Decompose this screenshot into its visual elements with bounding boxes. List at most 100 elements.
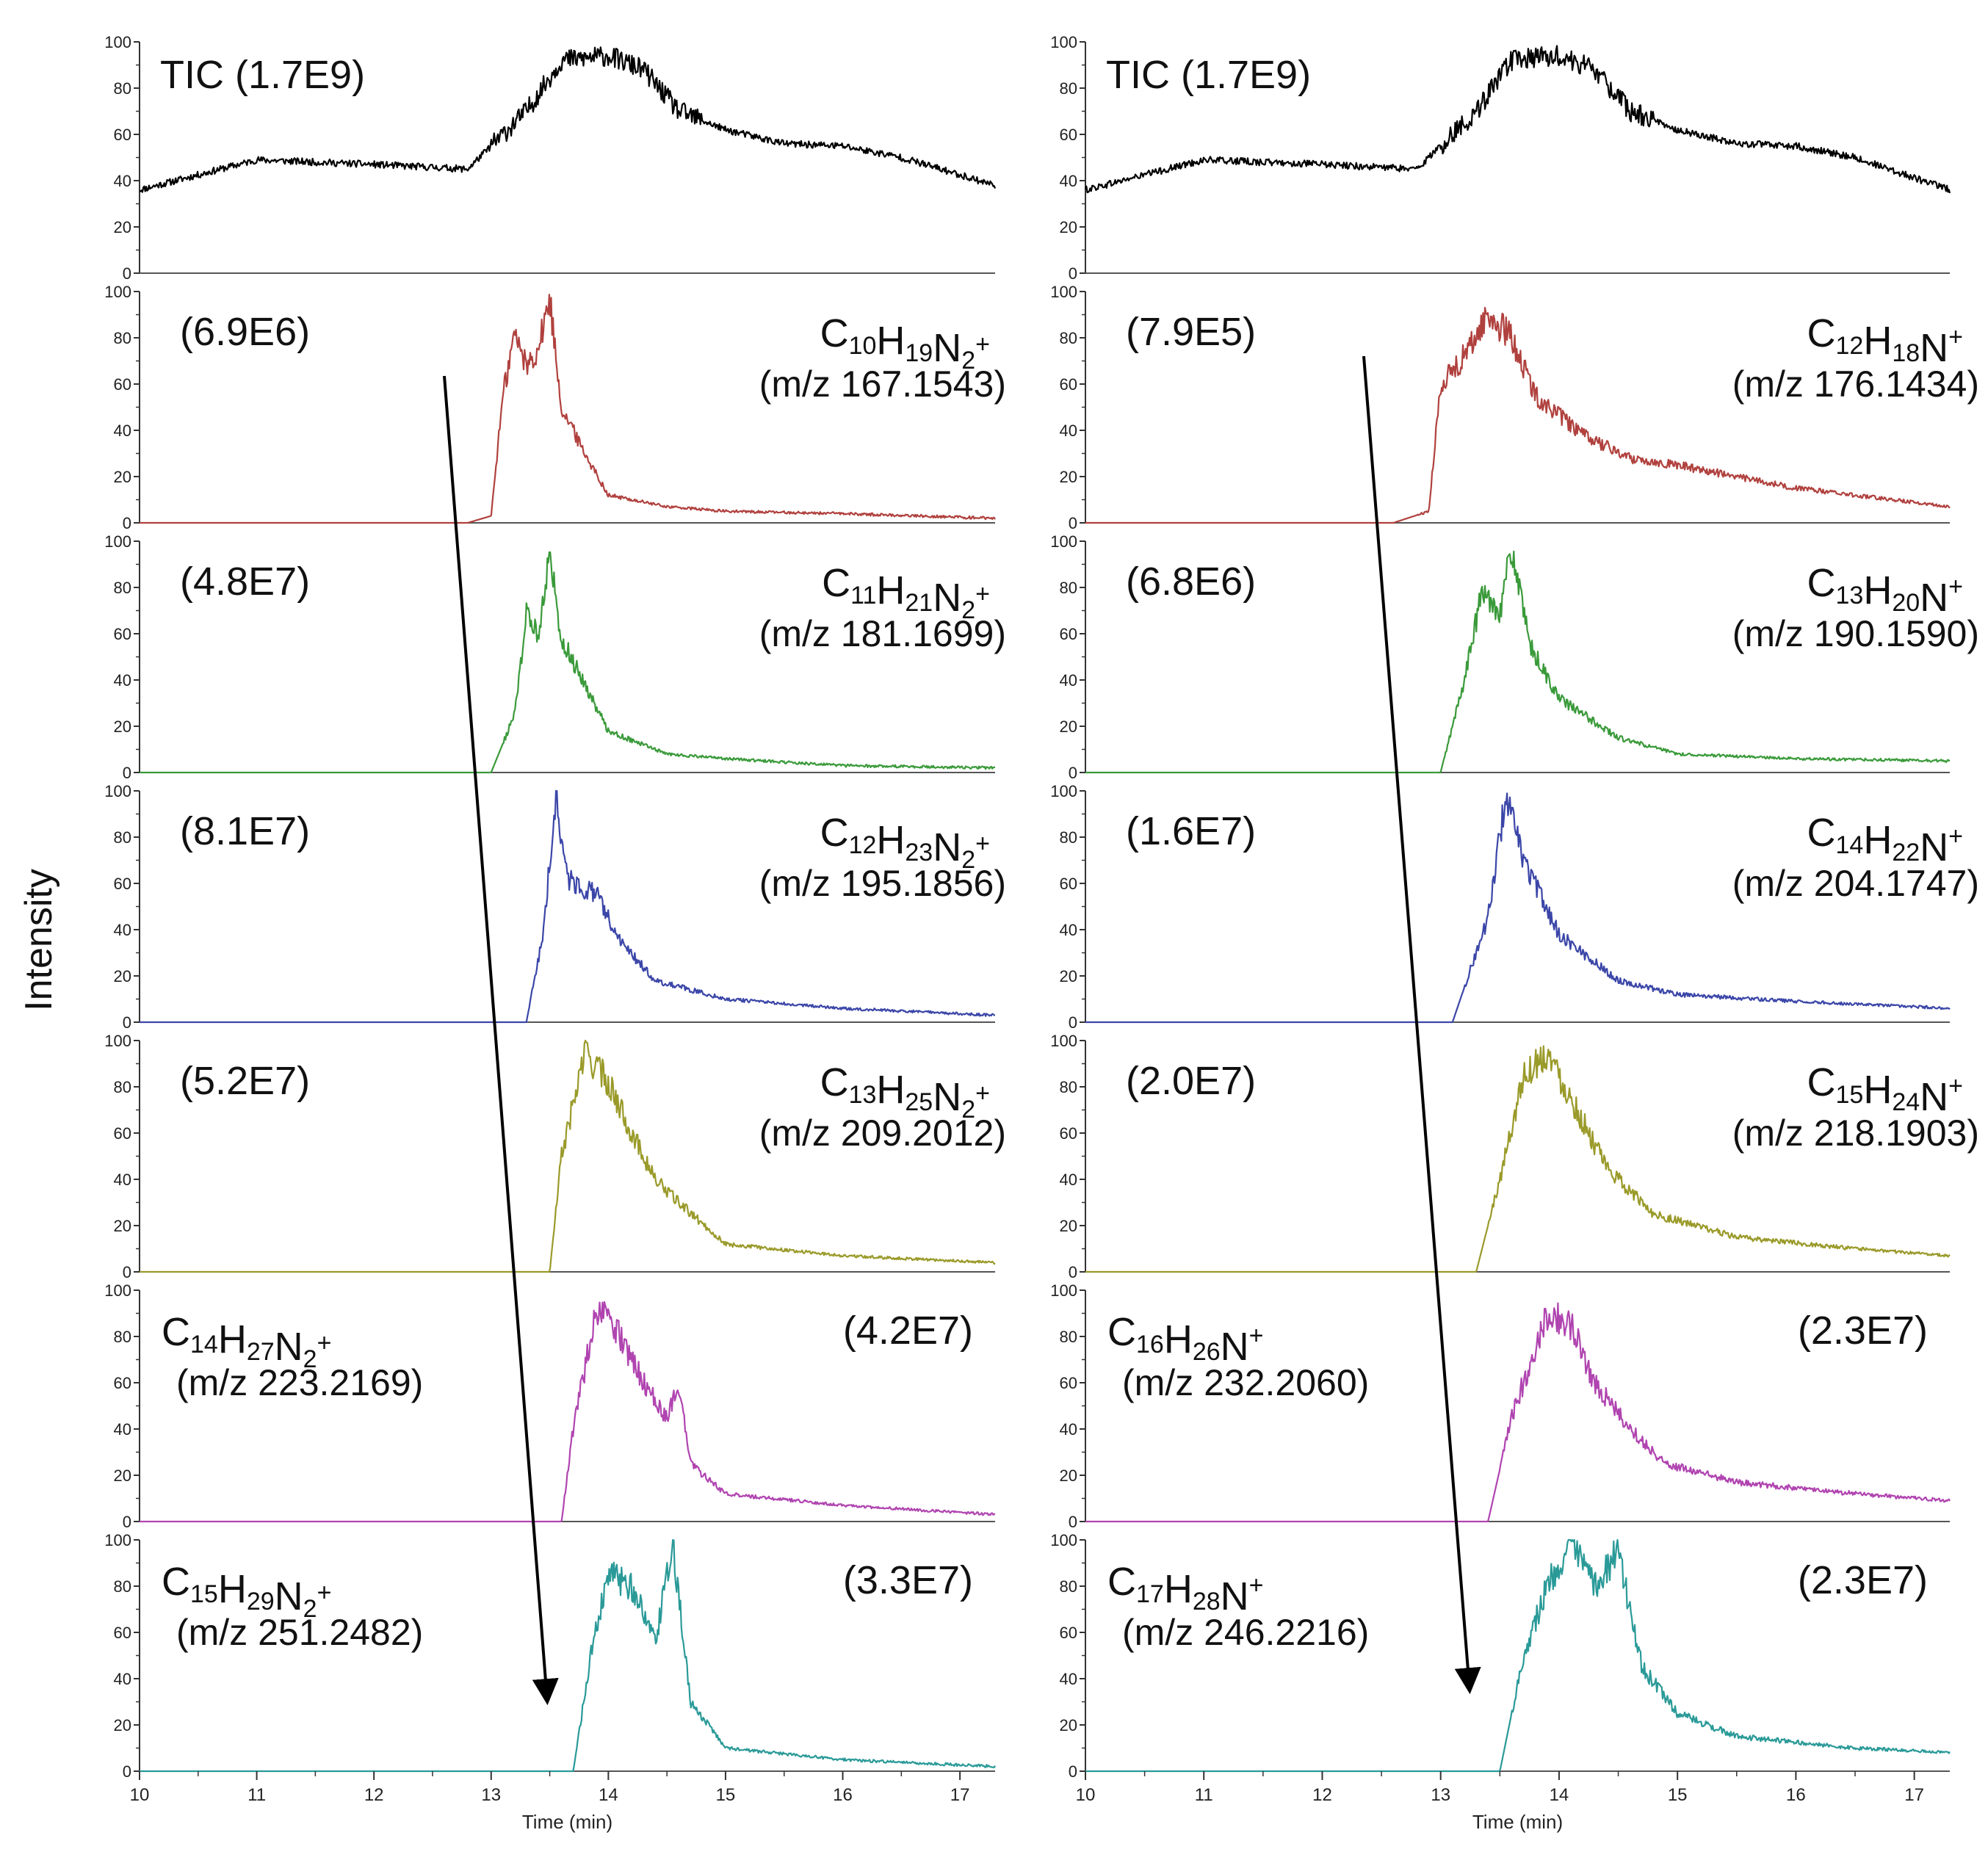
trace-line (140, 1538, 996, 1773)
retention-shift-arrow (1362, 355, 1481, 1695)
scale-label: (2.0E7) (1126, 1059, 1256, 1103)
trace-panel-C13H25N2plus: 0 20 40 60 80 100 (5.2E7) C13H25N2+(m/z 209.201… (104, 1032, 1006, 1281)
y-tick-label: 0 (123, 1762, 131, 1781)
scale-label: (4.2E7) (843, 1309, 973, 1353)
formula-label: C12H18N+ (1807, 311, 1963, 370)
y-tick-label: 80 (1060, 828, 1077, 847)
trace-line (140, 1300, 996, 1523)
y-tick-label: 60 (114, 1124, 131, 1143)
y-tick-label: 40 (1060, 1420, 1077, 1439)
y-tick-label: 0 (1069, 264, 1077, 283)
y-tick-label: 100 (104, 283, 131, 301)
y-tick-label: 100 (1050, 1032, 1077, 1050)
y-tick-label: 20 (114, 717, 131, 736)
y-tick-label: 20 (114, 218, 131, 236)
formula-label: C15H24N+ (1807, 1060, 1963, 1119)
trace-panel-C16H26Nplus: 0 20 40 60 80 100 C16H26N+(m/z 232.2060) (2.3E7… (1050, 1281, 1951, 1531)
y-tick-label: 20 (114, 1466, 131, 1485)
trace-panel-C12H18Nplus: 0 20 40 60 80 100 (7.9E5) C12H18N+(m/z 176.1434… (1050, 283, 1979, 532)
x-tick-label: 14 (599, 1785, 618, 1805)
y-tick-label: 0 (123, 264, 131, 283)
y-tick-label: 40 (1060, 172, 1077, 190)
trace-panel-C10H19N2plus: 0 20 40 60 80 100 (6.9E6) C10H19N2+(m/z 167.154… (104, 283, 1006, 532)
y-tick-label: 40 (114, 921, 131, 939)
scale-label: (3.3E7) (843, 1558, 973, 1602)
x-tick-label: 17 (950, 1785, 970, 1805)
y-tick-label: 20 (1060, 1217, 1077, 1235)
trace-panel-TIC: 0 20 40 60 80 100 TIC (1.7E9) (1050, 33, 1951, 283)
formula-label: C15H29N2+ (162, 1560, 331, 1623)
y-tick-label: 20 (114, 468, 131, 486)
y-tick-label: 100 (104, 1032, 131, 1050)
x-axis-label: Time (min) (522, 1811, 612, 1833)
formula-label: C14H27N2+ (162, 1310, 331, 1373)
trace-line (1085, 792, 1951, 1024)
y-axis-label: Intensity (18, 869, 60, 1011)
trace-line (1085, 306, 1951, 524)
y-tick-label: 80 (114, 1577, 131, 1596)
mz-label: (m/z 232.2060) (1122, 1362, 1369, 1403)
x-tick-label: 11 (1195, 1785, 1213, 1805)
y-tick-label: 40 (1060, 671, 1077, 690)
retention-shift-arrow (443, 375, 559, 1706)
x-axis: 10 11 12 13 14 15 16 17 Time (min) (1076, 1771, 1924, 1833)
mz-label: (m/z 176.1434) (1732, 363, 1979, 405)
x-tick-label: 12 (1312, 1785, 1332, 1805)
x-tick-label: 10 (1076, 1785, 1096, 1805)
y-tick-label: 40 (114, 1171, 131, 1189)
formula-label: C13H25N2+ (820, 1060, 990, 1124)
y-tick-label: 100 (104, 532, 131, 551)
scale-label: (7.9E5) (1126, 310, 1256, 354)
y-tick-label: 40 (1060, 422, 1077, 440)
scale-label: (8.1E7) (180, 809, 310, 853)
y-tick-label: 20 (1060, 717, 1077, 736)
trace-line (140, 789, 996, 1024)
y-tick-label: 60 (1060, 126, 1077, 144)
y-tick-label: 80 (1060, 1078, 1077, 1096)
y-tick-label: 0 (1069, 514, 1077, 532)
scale-label: (6.9E6) (180, 310, 310, 354)
y-tick-label: 40 (114, 671, 131, 690)
x-axis-label: Time (min) (1472, 1811, 1563, 1833)
scale-label: (2.3E7) (1798, 1309, 1928, 1353)
tic-label: TIC (1.7E9) (1106, 53, 1311, 97)
y-tick-label: 40 (1060, 1171, 1077, 1189)
y-tick-label: 80 (1060, 79, 1077, 98)
scale-label: (2.3E7) (1798, 1558, 1928, 1602)
trace-line (139, 46, 997, 193)
y-tick-label: 0 (1069, 1013, 1077, 1032)
y-tick-label: 60 (1060, 625, 1077, 643)
trace-line (140, 551, 996, 774)
y-tick-label: 40 (114, 1670, 131, 1688)
y-tick-label: 0 (1069, 1513, 1077, 1531)
formula-label: C16H26N+ (1107, 1310, 1264, 1369)
y-tick-label: 80 (114, 1078, 131, 1096)
y-tick-label: 80 (1060, 1577, 1077, 1596)
y-tick-label: 100 (1050, 532, 1077, 551)
y-tick-label: 0 (123, 1013, 131, 1032)
trace-panel-TIC: 0 20 40 60 80 100 TIC (1.7E9) (104, 33, 997, 283)
y-tick-label: 80 (114, 79, 131, 98)
formula-label: C12H23N2+ (820, 811, 990, 874)
x-tick-label: 13 (481, 1785, 501, 1805)
trace-panel-C14H22Nplus: 0 20 40 60 80 100 (1.6E7) C14H22N+(m/z 204.1747… (1050, 782, 1979, 1032)
y-tick-label: 60 (1060, 1624, 1077, 1642)
formula-label: C13H20N+ (1807, 561, 1963, 620)
y-tick-label: 80 (114, 1328, 131, 1346)
y-tick-label: 100 (1050, 1281, 1077, 1300)
y-tick-label: 0 (123, 514, 131, 532)
trace-panel-C17H28Nplus: 0 20 40 60 80 100 C17H28N+(m/z 246.2216) (2.3E7… (1050, 1531, 1951, 1781)
y-tick-label: 80 (1060, 1328, 1077, 1346)
x-tick-label: 16 (833, 1785, 853, 1805)
y-tick-label: 40 (114, 172, 131, 190)
y-tick-label: 60 (114, 625, 131, 643)
x-tick-label: 17 (1904, 1785, 1924, 1805)
trace-panel-C13H20Nplus: 0 20 40 60 80 100 (6.8E6) C13H20N+(m/z 190.1590… (1050, 532, 1979, 782)
x-tick-label: 13 (1431, 1785, 1450, 1805)
y-tick-label: 100 (104, 33, 131, 51)
y-tick-label: 20 (1060, 218, 1077, 236)
x-tick-label: 16 (1786, 1785, 1806, 1805)
scale-label: (1.6E7) (1126, 809, 1256, 853)
y-tick-label: 40 (1060, 921, 1077, 939)
